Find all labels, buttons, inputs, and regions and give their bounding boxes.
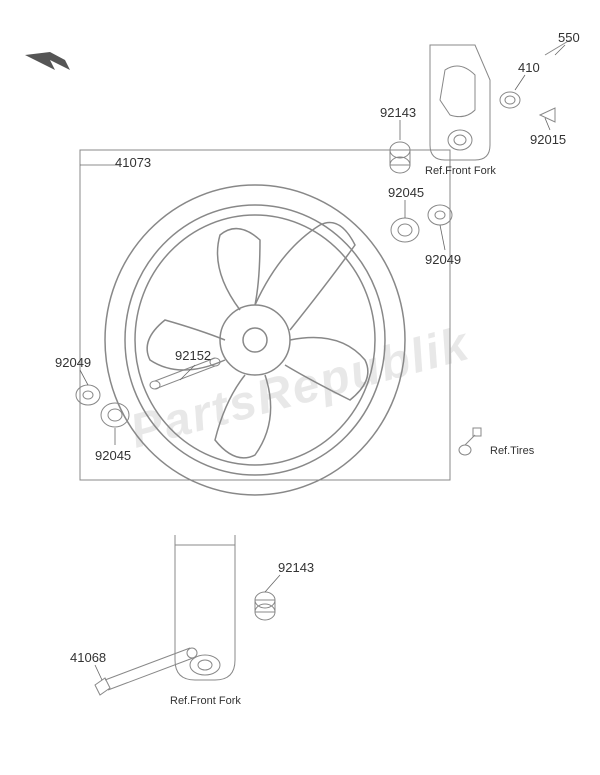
tire-valve-icon <box>459 428 481 455</box>
arrow-icon <box>25 52 70 70</box>
part-92045-top <box>391 218 419 242</box>
label-92049-left: 92049 <box>55 355 91 370</box>
ref-tires: Ref.Tires <box>490 445 534 457</box>
part-41068 <box>95 648 197 695</box>
part-92045-left <box>101 403 129 427</box>
label-550: 550 <box>558 30 580 45</box>
label-92045-top: 92045 <box>388 185 424 200</box>
label-92049-top: 92049 <box>425 252 461 267</box>
part-92143-bottom <box>255 592 275 620</box>
label-41073: 41073 <box>115 155 151 170</box>
label-92152: 92152 <box>175 348 211 363</box>
part-92015 <box>540 108 555 122</box>
part-410 <box>500 92 520 108</box>
part-92143-top <box>390 142 410 173</box>
part-92049-top <box>428 205 452 225</box>
ref-front-fork-2: Ref.Front Fork <box>170 695 241 707</box>
label-92143-bottom: 92143 <box>278 560 314 575</box>
diagram-container: PartsRepublik <box>0 0 600 775</box>
label-92045-left: 92045 <box>95 448 131 463</box>
fork-tube-bottom <box>175 535 235 680</box>
wheel-assembly <box>105 185 405 495</box>
fork-bracket-top <box>430 45 490 160</box>
ref-front-fork-1: Ref.Front Fork <box>425 165 496 177</box>
label-92143-top: 92143 <box>380 105 416 120</box>
label-41068: 41068 <box>70 650 106 665</box>
label-92015: 92015 <box>530 132 566 147</box>
label-410: 410 <box>518 60 540 75</box>
